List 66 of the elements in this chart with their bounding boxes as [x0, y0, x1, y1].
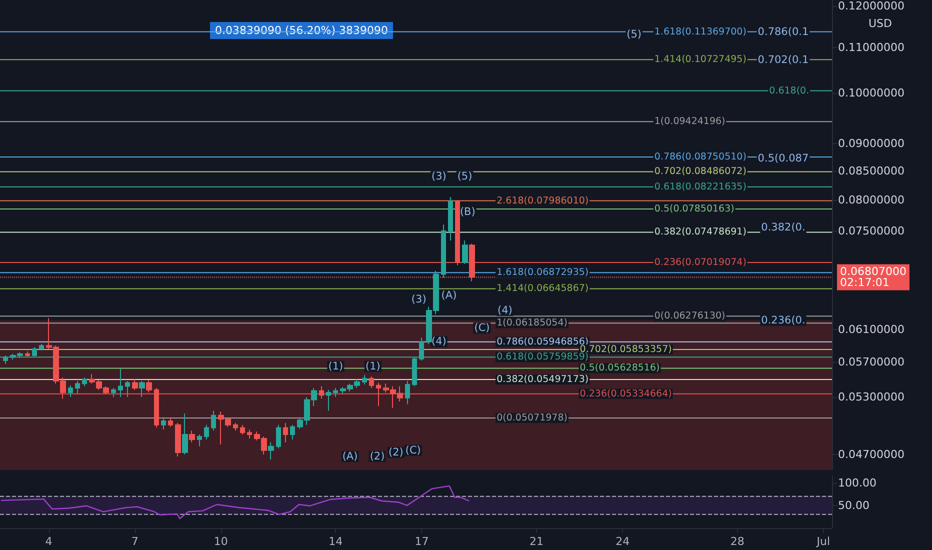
annotation: (4) [432, 336, 446, 348]
x-tick-label: 10 [214, 535, 228, 548]
x-tick-label: Jul [816, 535, 830, 548]
annotation: (4) [498, 304, 512, 316]
annotation: (B) [460, 206, 476, 218]
x-tick-label: 28 [730, 535, 744, 548]
x-tick-label: 24 [616, 535, 630, 548]
y-tick-label: 0.12000000 [838, 0, 904, 12]
x-tick-label: 4 [45, 535, 52, 548]
ref-line-label: 0(0.05071978) [496, 412, 568, 424]
ref-line-label: 0.702(0.05853357) [580, 344, 672, 355]
ref-line-label: 0.382(0.05497173) [496, 374, 589, 386]
ref-line-label: 0.06807000 02:17:01 [840, 265, 906, 290]
annotation: 0.5(0.087 [758, 152, 809, 165]
annotation: (5) [457, 170, 472, 183]
ref-line-label: 1(0.09424196) [654, 116, 726, 128]
annotation: (5) [626, 28, 642, 41]
x-tick-label: 17 [414, 535, 429, 548]
y-tick-label: 50.00 [838, 498, 870, 512]
y-tick-label: 0.05700000 [838, 356, 904, 369]
y-tick-label: 0.07500000 [838, 224, 904, 238]
text: USD [868, 17, 892, 30]
ref-line-label: 1(0.06185054) [496, 318, 568, 329]
ref-line-label: 1.414(0.10727495) [654, 54, 746, 66]
annotation: 0.786(0.1 [758, 26, 809, 38]
ref-line-label: 1.618(0.06872935) [496, 267, 589, 278]
y-tick-label: 0.06100000 [838, 323, 904, 336]
y-tick-label: 100.00 [838, 476, 876, 490]
annotation: (3) [411, 293, 426, 306]
ref-line-label: 1.618(0.11369700) [654, 26, 746, 38]
ref-line-label: 0.236(0.05334664) [580, 388, 672, 400]
ref-line-label: 0.5(0.05628516) [580, 362, 660, 374]
ref-line-label: 0.786(0.05946856) [496, 336, 589, 348]
annotation: (3) [432, 170, 446, 183]
y-tick-label: 0.04700000 [838, 448, 904, 461]
ref-line-label: 0.618(0. [769, 85, 810, 96]
ref-line-label: 0(0.06276130) [654, 310, 726, 322]
annotation: (2) [370, 450, 385, 463]
x-tick-label: 7 [131, 535, 138, 548]
annotation: 0.382(0. [761, 222, 806, 234]
y-tick-label: 0.10000000 [838, 86, 904, 100]
annotation: (2) [388, 446, 404, 458]
ref-line-label: 0.618(0.08221635) [654, 181, 746, 192]
annotation: 0.236(0. [761, 314, 806, 326]
y-tick-label: 0.08000000 [838, 193, 904, 206]
annotation: (A) [441, 290, 457, 302]
annotation: (1) [366, 360, 380, 372]
y-tick-label: 0.08500000 [838, 164, 904, 178]
ref-line-label: 2.618(0.07986010) [496, 195, 589, 206]
ref-line-label: 1.414(0.06645867) [496, 283, 589, 294]
annotation: (1) [328, 360, 344, 372]
ref-line-label: 0.786(0.08750510) [654, 152, 746, 163]
annotation: (C) [405, 444, 421, 456]
x-tick-label: 21 [529, 535, 544, 548]
y-tick-label: 0.09000000 [838, 137, 904, 150]
annotation: 0.702(0.1 [758, 54, 809, 66]
ref-line-label: 0.702(0.08486072) [654, 166, 746, 178]
ref-line-label: 0.236(0.07019074) [654, 257, 746, 268]
x-tick-label: 14 [328, 535, 343, 548]
ref-line-label: 0.618(0.05759859) [496, 352, 589, 363]
ref-line-label: 0.382(0.07478691) [654, 226, 746, 238]
y-tick-label: 0.05300000 [838, 390, 904, 404]
annotation: (C) [474, 322, 490, 334]
annotation: (A) [342, 450, 358, 463]
y-tick-label: 0.11000000 [838, 41, 904, 54]
ref-line-label: 0.5(0.07850163) [654, 204, 734, 215]
